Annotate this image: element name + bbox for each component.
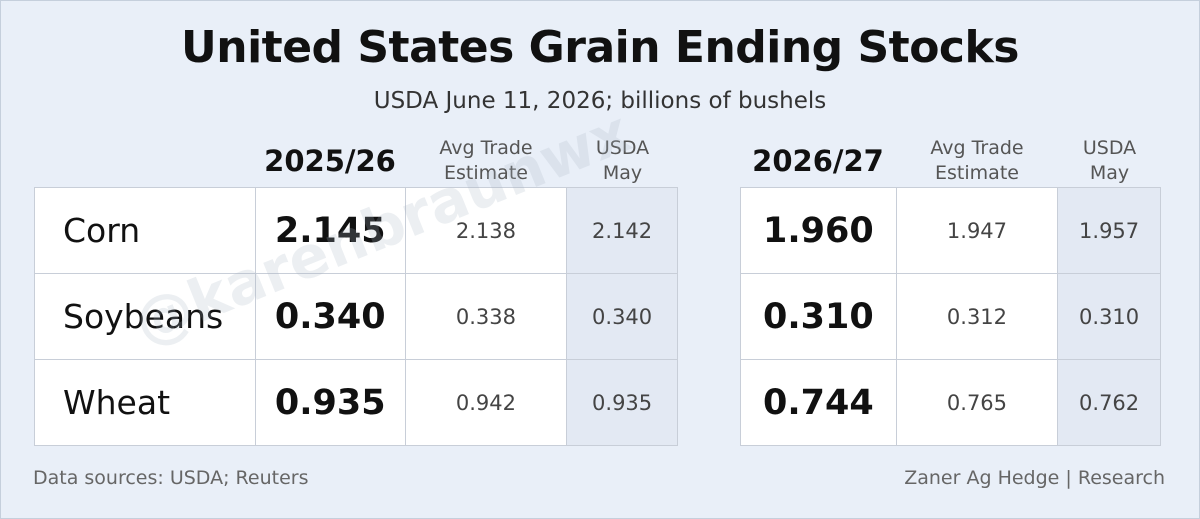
header-avg-line1: Avg Trade: [930, 137, 1024, 159]
crop-label: Soybeans: [34, 273, 256, 360]
stocks-table-2026-27: 1.960 1.947 1.957 0.310 0.312 0.310 0.74…: [740, 187, 1161, 446]
header-usda-line1: USDA: [595, 137, 650, 159]
footer-sources: Data sources: USDA; Reuters: [33, 467, 309, 489]
header-avg-right: Avg Trade Estimate: [896, 136, 1058, 186]
crop-label: Wheat: [34, 359, 256, 446]
page-title: United States Grain Ending Stocks: [181, 22, 1019, 73]
avg-estimate-value: 0.765: [895, 359, 1059, 446]
avg-estimate-value: 0.338: [404, 273, 568, 360]
table-row: 0.744 0.765 0.762: [740, 359, 1161, 446]
crop-label: Corn: [34, 187, 256, 274]
header-year-right: 2026/27: [752, 144, 884, 178]
usda-may-value: 0.340: [566, 273, 678, 360]
avg-estimate-value: 0.942: [404, 359, 568, 446]
usda-value: 0.744: [740, 359, 897, 446]
table-row: 1.960 1.947 1.957: [740, 187, 1161, 274]
header-avg-line2: Estimate: [935, 162, 1019, 184]
header-usda-line2: May: [602, 162, 643, 184]
usda-may-value: 0.310: [1057, 273, 1161, 360]
header-avg-left: Avg Trade Estimate: [405, 136, 567, 186]
header-usda-right: USDA May: [1058, 136, 1161, 186]
avg-estimate-value: 1.947: [895, 187, 1059, 274]
footer-credit: Zaner Ag Hedge | Research: [904, 467, 1165, 489]
usda-value: 2.145: [254, 187, 406, 274]
table-row: Wheat 0.935 0.942 0.935: [34, 359, 678, 446]
usda-value: 0.935: [254, 359, 406, 446]
page-subtitle: USDA June 11, 2026; billions of bushels: [373, 88, 827, 114]
usda-value: 0.310: [740, 273, 897, 360]
header-usda-left: USDA May: [567, 136, 678, 186]
header-avg-line2: Estimate: [444, 162, 528, 184]
header-year-left: 2025/26: [264, 144, 396, 178]
usda-may-value: 0.762: [1057, 359, 1161, 446]
avg-estimate-value: 2.138: [404, 187, 568, 274]
usda-value: 0.340: [254, 273, 406, 360]
header-avg-line1: Avg Trade: [439, 137, 533, 159]
table-row: Soybeans 0.340 0.338 0.340: [34, 273, 678, 360]
header-usda-line1: USDA: [1082, 137, 1137, 159]
table-row: Corn 2.145 2.138 2.142: [34, 187, 678, 274]
usda-may-value: 2.142: [566, 187, 678, 274]
usda-value: 1.960: [740, 187, 897, 274]
usda-may-value: 1.957: [1057, 187, 1161, 274]
stocks-table-2025-26: Corn 2.145 2.138 2.142 Soybeans 0.340 0.…: [34, 187, 678, 446]
avg-estimate-value: 0.312: [895, 273, 1059, 360]
header-usda-line2: May: [1089, 162, 1130, 184]
usda-may-value: 0.935: [566, 359, 678, 446]
table-row: 0.310 0.312 0.310: [740, 273, 1161, 360]
